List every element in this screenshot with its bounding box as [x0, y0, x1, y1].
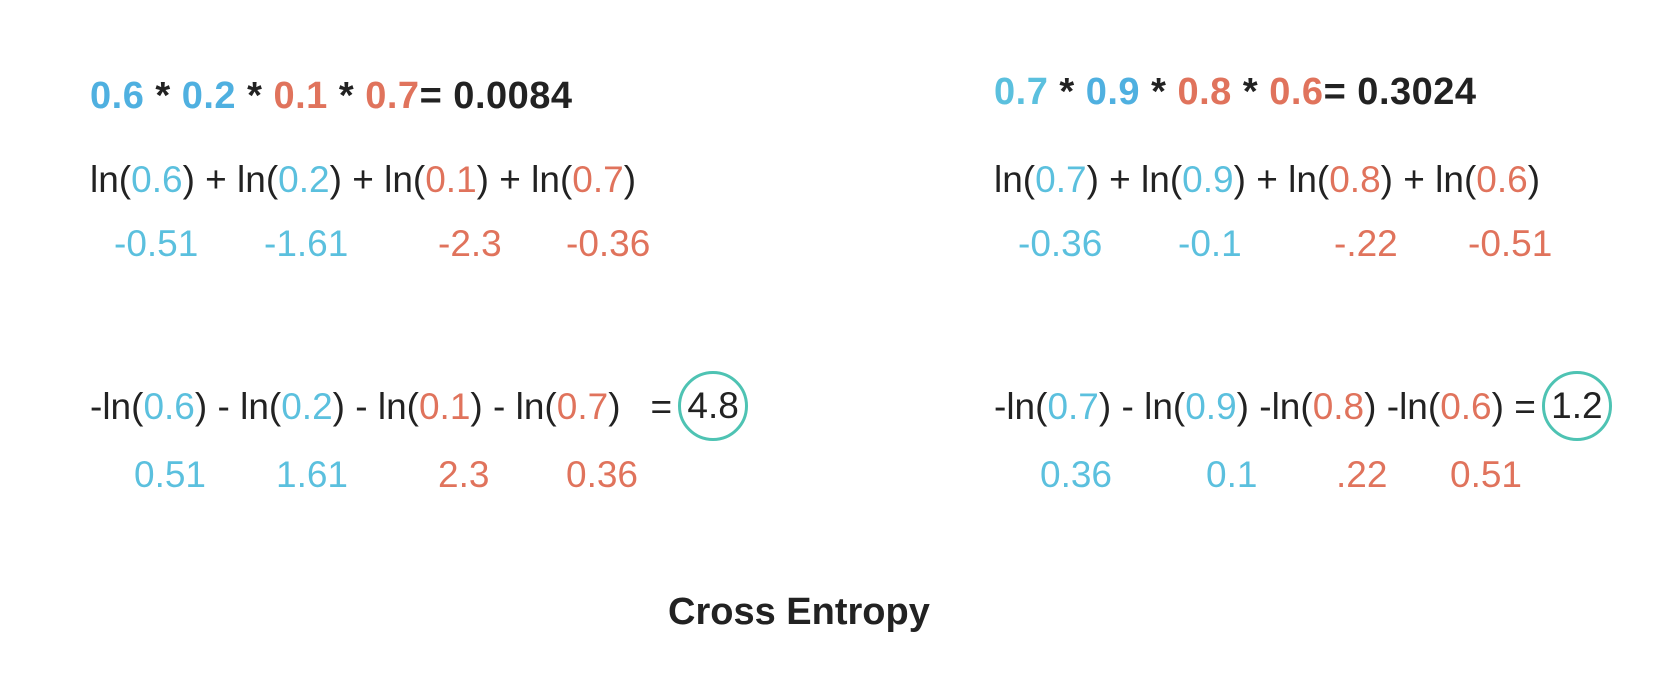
left-log-value-4: -0.36	[566, 223, 651, 264]
left-log-value-3: -2.3	[438, 223, 502, 264]
right-product-equation: 0.7 * 0.9 * 0.8 * 0.6= 0.3024	[994, 68, 1477, 116]
multiply-sign: *	[1140, 71, 1167, 113]
ln-close: )	[623, 159, 637, 200]
left-product-p2: 0.2	[181, 75, 237, 117]
neg-ln-open: -ln(	[90, 385, 144, 427]
ln-plus: ) + ln(	[1380, 159, 1477, 200]
right-log-value-3: -.22	[1334, 223, 1398, 264]
right-neg-log-value-1: 0.36	[1040, 454, 1113, 495]
left-neg-log-value-2: 1.61	[276, 454, 349, 495]
multiply-sign: *	[1231, 71, 1259, 113]
right-neg-log-value-3: .22	[1336, 454, 1388, 495]
left-neg-log-value-4: 0.36	[566, 454, 639, 495]
left-product-p1: 0.6	[90, 75, 145, 117]
equals-sign: =	[650, 385, 673, 427]
right-neg-log-value-2: 0.1	[1206, 454, 1258, 495]
neg-ln-minus: ) -ln(	[1364, 385, 1441, 427]
ln-plus: ) + ln(	[476, 159, 573, 200]
left-log-arg-3: 0.1	[425, 159, 477, 200]
ln-open: ln(	[994, 159, 1036, 200]
neg-ln-close: )	[608, 385, 621, 427]
left-product-p3: 0.1	[262, 75, 328, 117]
multiply-sign: *	[144, 75, 182, 117]
left-neg-log-arg-2: 0.2	[281, 385, 333, 427]
right-product-p3: 0.8	[1166, 71, 1232, 113]
right-log-value-1: -0.36	[1018, 223, 1103, 264]
neg-ln-open: -ln(	[994, 385, 1048, 427]
ln-plus: ) + ln(	[182, 159, 279, 200]
neg-ln-minus: ) - ln(	[194, 385, 282, 427]
right-product-p1: 0.7	[994, 71, 1049, 113]
multiply-sign: *	[327, 75, 355, 117]
left-neg-log-arg-4: 0.7	[556, 385, 609, 427]
left-product-equation: 0.6 * 0.2 * 0.1 * 0.7= 0.0084	[90, 72, 573, 120]
right-log-value-2: -0.1	[1178, 223, 1242, 264]
right-product-p4: 0.6	[1258, 71, 1324, 113]
ln-plus: ) + ln(	[1233, 159, 1330, 200]
right-neg-log-arg-1: 0.7	[1047, 385, 1099, 427]
right-log-arg-1: 0.7	[1035, 159, 1087, 200]
right-neg-log-arg-4: 0.6	[1440, 385, 1492, 427]
right-log-values-row: -0.36 -0.1 -.22 -0.51	[0, 221, 1676, 267]
neg-ln-minus: ) - ln(	[1098, 385, 1186, 427]
right-neg-sum-logs-equation: -ln(0.7) - ln(0.9) -ln(0.8) -ln(0.6) = 1.…	[994, 371, 1612, 444]
left-log-arg-1: 0.6	[131, 159, 183, 200]
multiply-sign: *	[1048, 71, 1086, 113]
left-neg-log-value-3: 2.3	[438, 454, 490, 495]
right-log-value-4: -0.51	[1468, 223, 1553, 264]
right-neg-log-values-row: 0.36 0.1 .22 0.51	[0, 452, 1676, 498]
neg-ln-close: )	[1491, 385, 1504, 427]
ln-open: ln(	[90, 159, 132, 200]
left-log-values-row: -0.51 -1.61 -2.3 -0.36	[0, 221, 760, 267]
left-log-arg-2: 0.2	[278, 159, 330, 200]
caption-title: Cross Entropy	[668, 591, 930, 633]
left-neg-log-arg-1: 0.6	[143, 385, 195, 427]
left-sum-logs-equation: ln(0.6) + ln(0.2) + ln(0.1) + ln(0.7)	[90, 157, 636, 203]
left-product-result: = 0.0084	[419, 75, 573, 117]
left-log-value-1: -0.51	[114, 223, 199, 264]
right-neg-log-value-4: 0.51	[1450, 454, 1523, 495]
right-log-arg-3: 0.8	[1329, 159, 1381, 200]
right-log-arg-4: 0.6	[1476, 159, 1528, 200]
neg-ln-minus: ) - ln(	[332, 385, 419, 427]
right-neg-log-arg-3: 0.8	[1312, 385, 1365, 427]
left-product-p4: 0.7	[354, 75, 420, 117]
left-log-arg-4: 0.7	[572, 159, 624, 200]
left-neg-log-values-row: 0.51 1.61 2.3 0.36	[0, 452, 760, 498]
right-product-p2: 0.9	[1085, 71, 1141, 113]
ln-plus: ) + ln(	[1086, 159, 1183, 200]
ln-close: )	[1527, 159, 1541, 200]
right-neg-log-arg-2: 0.9	[1185, 385, 1237, 427]
right-cross-entropy-result: 1.2	[1541, 371, 1612, 441]
left-cross-entropy-result: 4.8	[678, 371, 749, 441]
left-neg-sum-logs-equation: -ln(0.6) - ln(0.2) - ln(0.1) - ln(0.7) = 4…	[90, 371, 749, 444]
right-log-arg-2: 0.9	[1182, 159, 1234, 200]
ln-plus: ) + ln(	[329, 159, 426, 200]
left-neg-log-arg-3: 0.1	[418, 385, 471, 427]
neg-ln-minus: ) - ln(	[470, 385, 557, 427]
left-neg-log-value-1: 0.51	[134, 454, 207, 495]
multiply-sign: *	[236, 75, 263, 117]
neg-ln-minus: ) -ln(	[1236, 385, 1313, 427]
equals-sign: =	[1503, 385, 1536, 427]
left-log-value-2: -1.61	[264, 223, 349, 264]
right-sum-logs-equation: ln(0.7) + ln(0.9) + ln(0.8) + ln(0.6)	[994, 157, 1540, 203]
right-product-result: = 0.3024	[1323, 71, 1477, 113]
